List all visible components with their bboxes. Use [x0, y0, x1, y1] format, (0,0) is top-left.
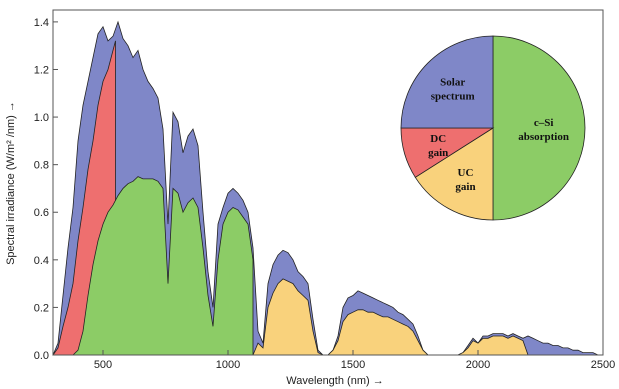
pie-slice-1	[414, 127, 494, 221]
x-tick-label-3: 2000	[466, 359, 490, 371]
x-tick-label-2: 1500	[341, 359, 365, 371]
pie-label-3: Solar spectrum	[431, 77, 475, 103]
y-tick-label-4: 0.8	[34, 160, 49, 172]
pie-slice-0	[492, 35, 586, 221]
pie-slice-3	[400, 35, 494, 129]
pie-chart: c–Si absorption UC gain DC gain Solar spectrum	[400, 35, 586, 221]
y-tick-label-3: 0.6	[34, 207, 49, 219]
area-series-2	[252, 278, 529, 356]
pie-label-1: UC gain	[455, 167, 475, 193]
x-tick-label-4: 2500	[591, 359, 615, 371]
area-series-group	[52, 20, 603, 356]
axis-ticks: 500 1000 1500 2000 2500 0.0 0.2 0.4 0.6 0.8 1.0 1.2…	[34, 17, 616, 371]
x-tick-label-1: 1000	[216, 359, 240, 371]
pie-label-2: DC gain	[428, 133, 448, 159]
y-tick-label-5: 1.0	[34, 112, 49, 124]
x-axis-label: Wavelength (nm) →	[286, 375, 383, 387]
x-tick-label-0: 500	[94, 359, 112, 371]
pie-label-0: c–Si absorption	[518, 117, 569, 143]
y-axis-label: Spectral irradiance (W/m² /nm) →	[5, 101, 17, 265]
y-tick-label-6: 1.2	[34, 64, 49, 76]
y-tick-label-2: 0.4	[34, 255, 49, 267]
y-tick-label-0: 0.0	[34, 350, 49, 362]
y-tick-label-7: 1.4	[34, 17, 49, 29]
y-tick-label-1: 0.2	[34, 302, 49, 314]
area-series-3	[53, 176, 254, 356]
plot-frame	[52, 9, 604, 356]
